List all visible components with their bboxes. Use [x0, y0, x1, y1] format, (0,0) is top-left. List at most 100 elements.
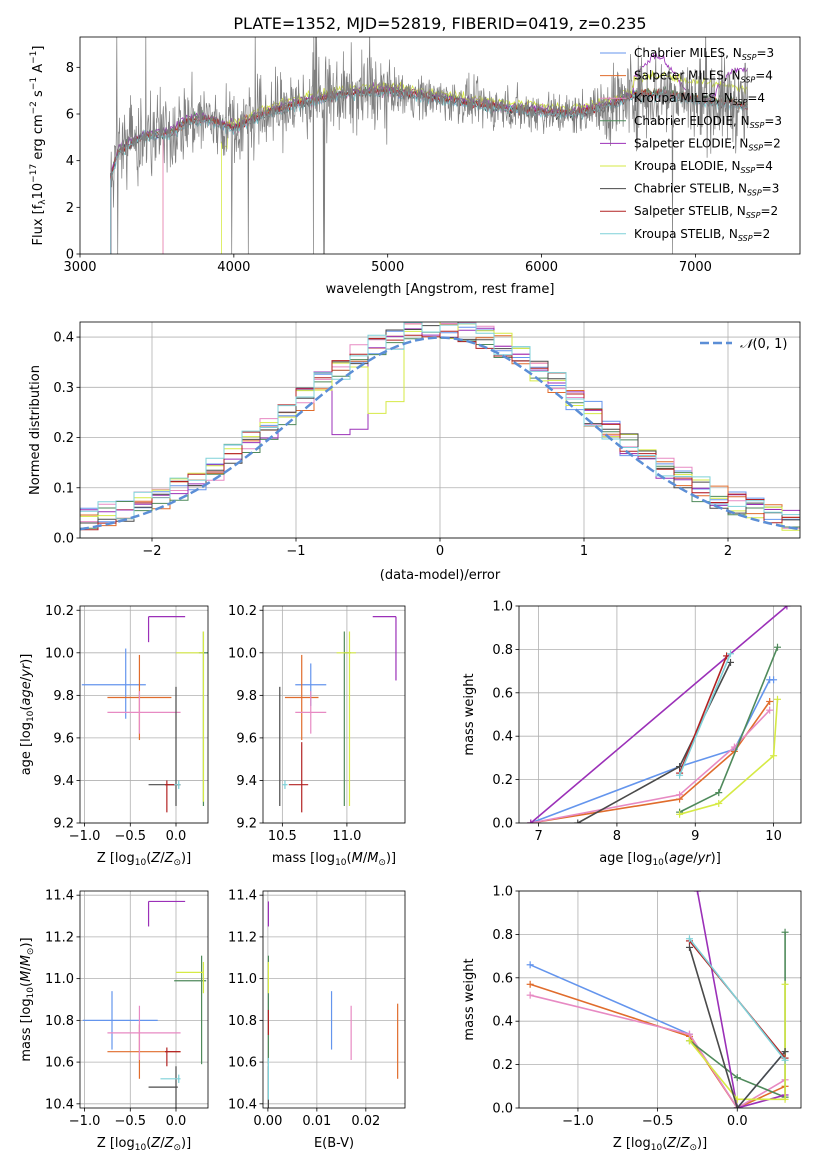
weight-marker	[685, 1037, 693, 1045]
weight-marker	[733, 1104, 741, 1108]
weight-marker	[783, 606, 791, 610]
weight-line	[688, 984, 786, 1101]
weight-marker	[774, 643, 781, 651]
y-tick-label: 11.2	[228, 930, 257, 945]
y-axis-label: Flux [fλ10−17 erg cm−2 s−1 A−1]	[29, 46, 48, 246]
errorbar-point	[336, 631, 356, 806]
y-tick-label: 0.3	[53, 381, 74, 396]
weight-marker	[727, 658, 734, 666]
weight-marker	[781, 928, 789, 936]
weight-marker	[781, 980, 789, 988]
errorbar-point	[174, 955, 207, 1065]
y-axis-label: Normed distribution	[28, 365, 43, 495]
y-tick-label: 0.2	[492, 1058, 513, 1073]
residuals-grid	[80, 322, 800, 539]
histogram-salpeter-stelib	[80, 330, 800, 538]
x-tick-label: −0.5	[114, 829, 146, 844]
mass-vs-ebv-axes: 0.00 0.01 0.02 10.4 10.6 10.8 11.0 11.2 11.4 E(B-…	[228, 889, 405, 1151]
y-tick-label: 1.0	[492, 600, 513, 615]
age-vs-mass-grid	[263, 606, 405, 824]
weight-marker	[676, 791, 684, 799]
y-tick-label: 10.6	[228, 1056, 257, 1071]
y-axis-label: mass weight	[462, 958, 477, 1040]
errorbar-point	[372, 616, 397, 681]
x-axis-label: wavelength [Angstrom, rest frame]	[326, 282, 555, 297]
errorbar-point	[288, 742, 309, 813]
massweight-vs-Z-axes: −1.0 −0.5 0.0 0.0 0.2 0.4 0.6 0.8 1.0 Z [log10(Z/…	[462, 885, 801, 1153]
x-tick-label: −1.0	[69, 829, 101, 844]
y-tick-label: 10.6	[45, 1056, 74, 1071]
weight-marker	[676, 771, 684, 779]
weight-marker	[685, 935, 693, 943]
y-tick-label: 0.0	[53, 532, 74, 547]
y-tick-label: 0.4	[492, 1015, 513, 1030]
y-tick-label: 11.0	[45, 972, 74, 987]
weight-marker	[770, 676, 778, 684]
errorbar-point	[174, 780, 181, 789]
y-tick-label: 0.8	[492, 643, 513, 658]
weight-marker	[574, 819, 582, 823]
legend-label: 𝒩(0, 1)	[740, 337, 787, 352]
x-tick-label: 9	[691, 829, 699, 844]
x-tick-label: 8	[613, 829, 621, 844]
x-tick-label: 3000	[63, 260, 96, 275]
x-tick-label: −1	[286, 544, 305, 559]
weight-marker	[770, 752, 778, 760]
y-tick-label: 0.2	[53, 431, 74, 446]
legend-label: Kroupa STELIB, NSSP=2	[634, 227, 770, 243]
mass-vs-Z-grid	[80, 891, 208, 1108]
y-tick-label: 6	[66, 108, 74, 123]
weight-marker	[526, 991, 534, 999]
weight-marker	[526, 961, 534, 969]
x-tick-label: 10.5	[268, 829, 297, 844]
legend-label: Chabrier ELODIE, NSSP=3	[634, 114, 782, 130]
weight-marker	[715, 799, 723, 807]
weight-line	[530, 701, 771, 823]
errorbar-point	[295, 691, 327, 734]
age-vs-Z-axes: −1.0 −0.5 0.0 9.2 9.4 9.6 9.8 10.0 10.2 Z [log10(…	[19, 604, 208, 868]
weight-marker	[727, 650, 734, 658]
age-vs-Z-grid	[80, 606, 208, 824]
y-tick-label: 10.2	[228, 604, 257, 619]
legend-label: Kroupa MILES, NSSP=4	[634, 91, 765, 107]
spectrum-axes: 3000 4000 5000 6000 7000 0 2 4 6 8 wavelength [Ang…	[29, 46, 712, 298]
age-vs-mass-axes: 10.5 11.0 9.2 9.4 9.6 9.8 10.0 10.2 mass [log10(…	[228, 604, 405, 868]
weight-line	[678, 653, 732, 776]
x-tick-label: 10	[765, 829, 782, 844]
x-axis-label: (data-model)/error	[380, 568, 501, 583]
x-axis-label: mass [log10(M/M⊙)]	[272, 851, 396, 868]
errorbar-point	[160, 1074, 181, 1083]
y-tick-label: 0.0	[492, 1102, 513, 1117]
x-tick-label: 7	[534, 829, 542, 844]
y-tick-label: 10.8	[228, 1014, 257, 1029]
y-tick-label: 11.4	[228, 889, 257, 904]
panels: 3000 4000 5000 6000 7000 0 2 4 6 8 wavelength [Ang…	[19, 36, 802, 1153]
massweight-vs-age-frame	[518, 605, 802, 824]
weight-marker	[781, 1095, 789, 1103]
x-tick-label: −1.0	[69, 1114, 101, 1129]
figure-title: PLATE=1352, MJD=52819, FIBERID=0419, z=0…	[233, 14, 646, 33]
x-tick-label: 0.0	[166, 1114, 187, 1129]
weight-marker	[526, 980, 534, 988]
y-tick-label: 2	[66, 201, 74, 216]
massweight-vs-age-axes: 7 8 9 10 0.0 0.2 0.4 0.6 0.8 1.0 age [log10(age/yr…	[462, 600, 801, 868]
x-axis-label: Z [log10(Z/Z⊙)]	[97, 1136, 191, 1153]
age-vs-mass-frame	[262, 605, 406, 824]
weight-line	[688, 947, 786, 1108]
x-tick-label: 0	[436, 544, 444, 559]
y-tick-label: 0	[66, 248, 74, 263]
x-tick-label: 11.0	[332, 829, 361, 844]
y-tick-label: 10.0	[228, 646, 257, 661]
errorbar-point	[282, 780, 288, 789]
residuals-axes: −2 −1 0 1 2 0.0 0.1 0.2 0.3 0.4 (data-model)/error…	[28, 322, 800, 583]
legend-label: Salpeter STELIB, NSSP=2	[634, 204, 778, 220]
weight-marker	[676, 810, 684, 818]
y-tick-label: 9.8	[53, 689, 74, 704]
y-tick-label: 0.6	[492, 971, 513, 986]
weight-marker	[715, 789, 723, 797]
x-tick-label: −2	[142, 544, 161, 559]
y-tick-label: 9.2	[53, 817, 74, 832]
weight-line	[696, 891, 786, 1108]
y-tick-label: 10.0	[45, 646, 74, 661]
x-axis-label: E(B-V)	[314, 1136, 354, 1151]
